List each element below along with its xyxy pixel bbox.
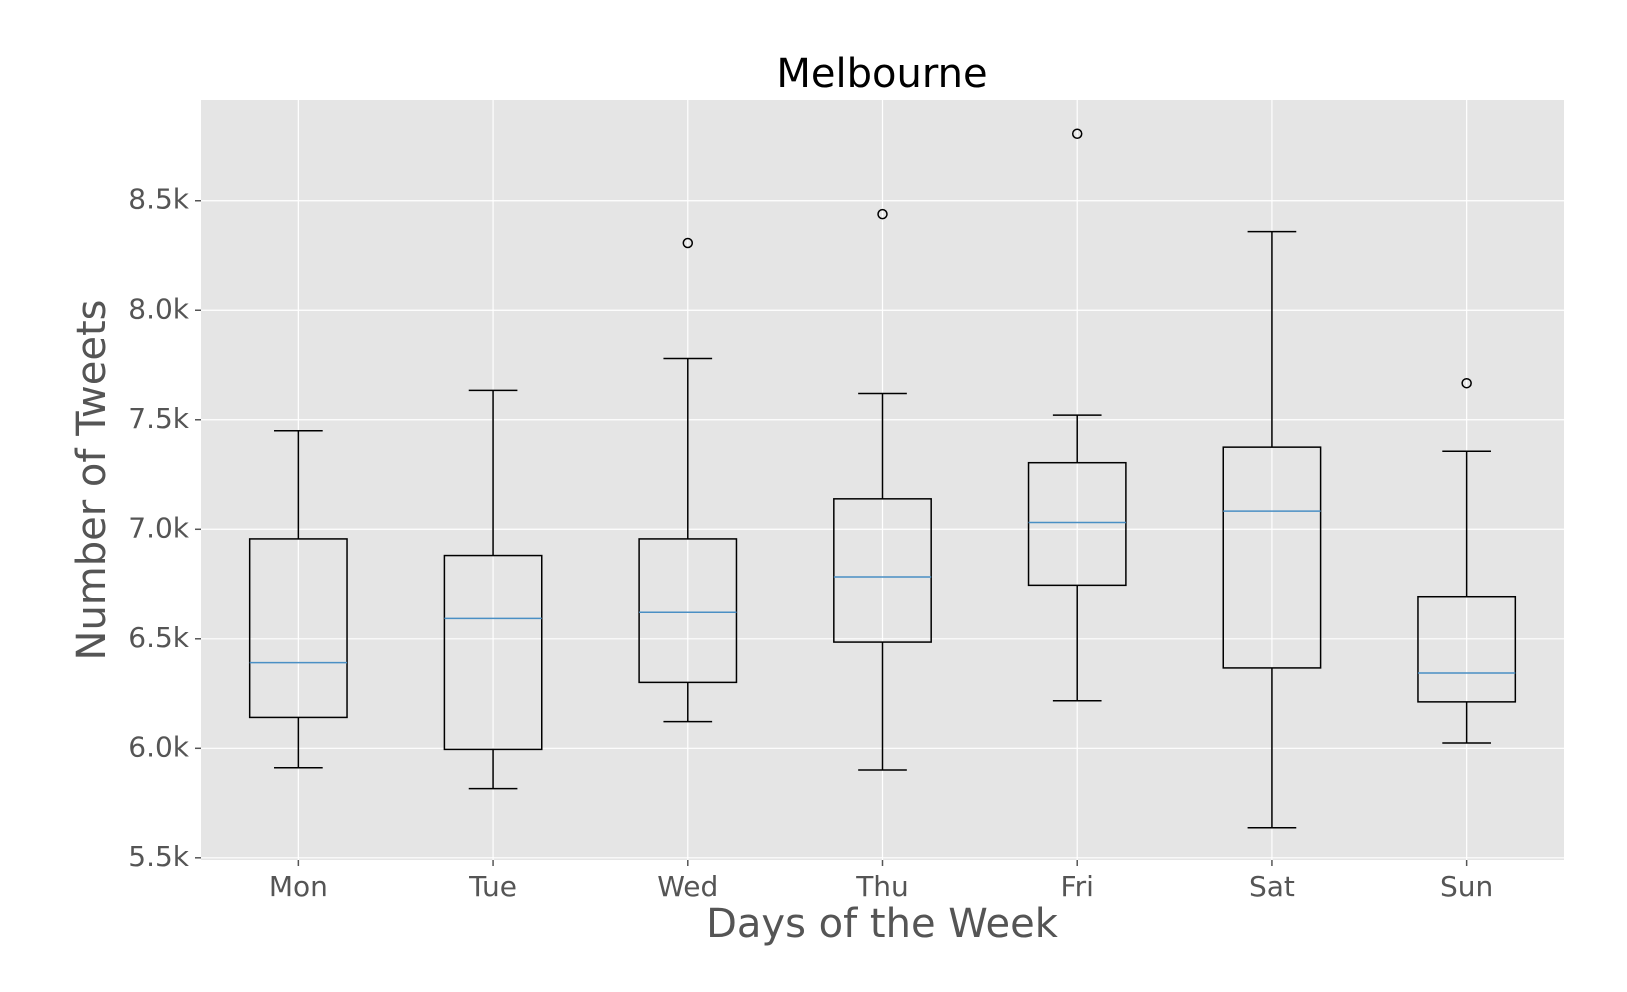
x-tick-label: Sat — [1249, 870, 1295, 903]
outlier — [1071, 128, 1083, 139]
outlier — [1461, 377, 1472, 389]
x-tick-label: Mon — [269, 870, 328, 903]
box — [833, 498, 932, 643]
y-axis-label: Number of Tweets — [69, 300, 115, 661]
chart-title: Melbourne — [776, 51, 987, 97]
y-tick-label: 5.5k — [128, 840, 190, 873]
outlier — [877, 208, 888, 220]
box — [248, 538, 348, 719]
x-tick-label: Fri — [1061, 870, 1094, 903]
box — [1417, 595, 1517, 703]
box — [1222, 446, 1322, 669]
y-tick-label: 8.0k — [128, 292, 190, 325]
y-tick-label: 7.5k — [128, 402, 190, 435]
x-tick-label: Tue — [468, 870, 517, 903]
y-tick-label: 8.5k — [128, 183, 190, 216]
box — [443, 554, 543, 751]
x-tick-label: Sun — [1440, 870, 1493, 903]
y-tick-label: 6.0k — [128, 730, 190, 763]
outlier — [682, 237, 694, 249]
x-tick-label: Thu — [855, 870, 909, 903]
y-tick-label: 6.5k — [128, 621, 190, 654]
y-tick-label: 7.0k — [128, 511, 190, 544]
x-tick-label: Wed — [657, 870, 718, 903]
x-axis-label: Days of the Week — [706, 901, 1059, 947]
box — [638, 538, 738, 684]
box — [1027, 461, 1127, 587]
